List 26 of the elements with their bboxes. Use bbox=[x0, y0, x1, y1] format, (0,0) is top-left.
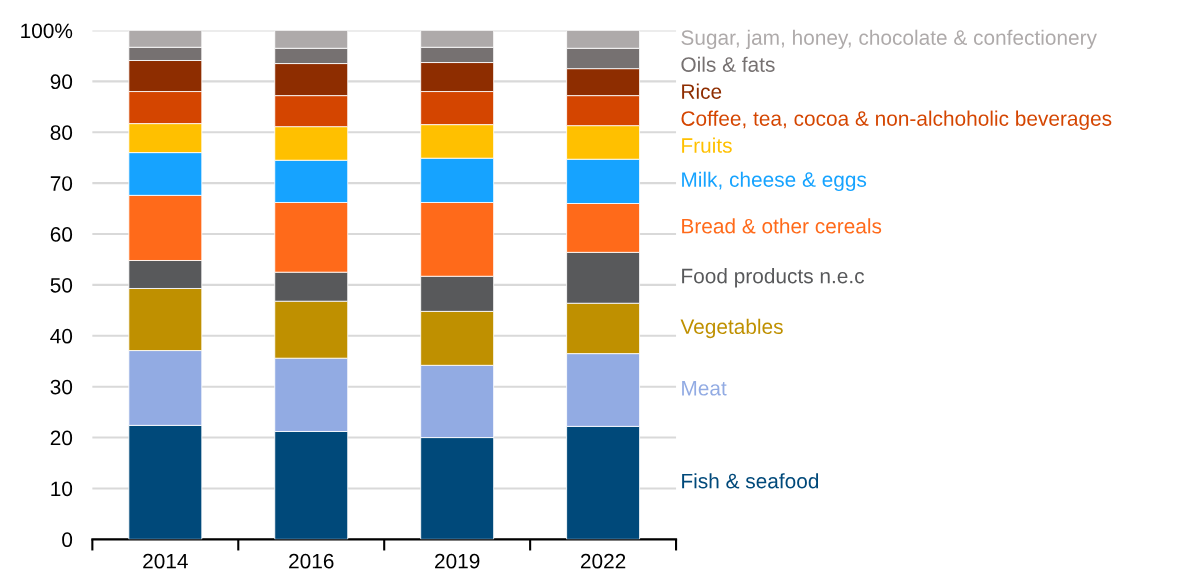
y-tick-label: 10 bbox=[51, 481, 73, 497]
text: Oils & fats bbox=[681, 56, 775, 72]
y-tick-label: 90 bbox=[50, 74, 73, 90]
x-tick-label: 2016 bbox=[289, 553, 334, 569]
text: Food products n.e.c bbox=[682, 268, 865, 288]
y-tick-label: 60 bbox=[50, 227, 73, 242]
text: Bread & other cereals bbox=[682, 218, 882, 234]
text: Meat bbox=[682, 381, 727, 396]
text: Fruits bbox=[682, 137, 732, 153]
x-tick-label: 2019 bbox=[435, 553, 480, 569]
text: Fish & seafood bbox=[682, 473, 819, 489]
text: Milk, cheese & eggs bbox=[682, 171, 867, 192]
text: Rice bbox=[682, 83, 722, 99]
text: Coffee, tea, cocoa & non-alchoholic beverages bbox=[681, 110, 1112, 130]
x-tick-label: 2014 bbox=[143, 553, 188, 569]
text: Sugar, jam, honey, chocolate & confectionery bbox=[681, 29, 1097, 50]
y-tick-label: 20 bbox=[50, 430, 73, 446]
y-tick-label: 30 bbox=[50, 379, 73, 395]
y-tick-label: 0 bbox=[62, 532, 73, 548]
y-tick-label: 80 bbox=[50, 125, 73, 140]
y-tick-label: 100% bbox=[21, 23, 73, 39]
y-tick-label: 50 bbox=[50, 277, 73, 293]
y-tick-label: 40 bbox=[50, 328, 73, 344]
y-tick-label: 70 bbox=[50, 176, 73, 191]
x-tick-label: 2022 bbox=[580, 553, 626, 569]
series-label: Vegetables bbox=[680, 318, 783, 339]
